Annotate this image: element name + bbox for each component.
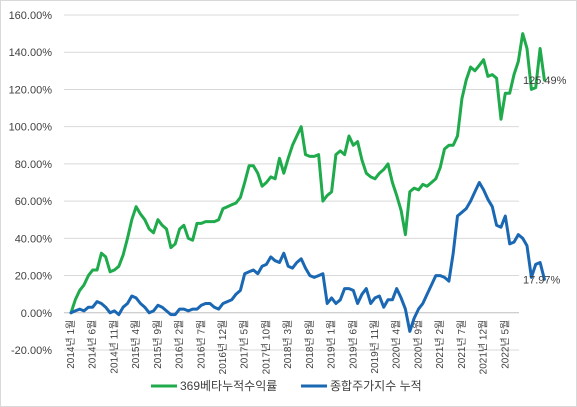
x-tick-label: 2015년 9월 [152, 320, 164, 369]
x-tick-label: 2016년 2월 [174, 320, 186, 369]
y-tick-label: 160.00% [9, 10, 53, 22]
x-tick-label: 2014년 1월 [65, 320, 77, 369]
series-lines [69, 32, 546, 333]
x-tick-label: 2019년 11월 [369, 320, 381, 374]
series-line-369-beta [69, 32, 546, 315]
x-tick-label: 2020년 9월 [412, 320, 424, 369]
y-axis-tick-labels: -20.00% 0.00% 20.00% 40.00% 60.00% 80.00% 100.… [9, 10, 53, 357]
series-end-label: 125.49% [523, 75, 567, 87]
x-tick-label: 2014년 11월 [108, 320, 120, 374]
y-tick-label: 140.00% [9, 47, 53, 59]
legend-item-369-beta[interactable]: 369베타누적수익률 [151, 379, 277, 393]
x-tick-label: 2019년 6월 [347, 320, 359, 369]
x-axis-tick-labels: 2014년 1월 2014년 6월 2014년 11월 2015년 4월 2015년 9… [65, 320, 511, 375]
gridlines [64, 14, 519, 351]
y-tick-label: 40.00% [15, 233, 53, 245]
legend-label: 369베타누적수익률 [180, 379, 277, 393]
x-tick-label: 2018년 8월 [304, 320, 316, 369]
x-tick-label: 2018년 3월 [282, 320, 294, 369]
x-tick-label: 2014년 6월 [87, 320, 99, 369]
series-end-labels: 125.49% 17.97% [523, 75, 567, 286]
x-tick-label: 2021년 7월 [456, 320, 468, 369]
y-tick-label: 100.00% [9, 122, 53, 134]
x-tick-label: 2015년 4월 [130, 320, 142, 369]
x-tick-label: 2017년 5월 [239, 320, 251, 369]
y-tick-label: -20.00% [11, 345, 52, 357]
x-tick-label: 2019년 1월 [326, 320, 338, 369]
series-line-kospi [69, 181, 546, 333]
legend-item-kospi[interactable]: 종합주가지수 누적 [301, 379, 422, 393]
x-tick-label: 2022년 5월 [499, 320, 511, 369]
x-tick-label: 2021년 12월 [478, 320, 490, 375]
x-tick-label: 2020년 4월 [391, 320, 403, 369]
legend-label: 종합주가지수 누적 [330, 379, 422, 393]
y-tick-label: 20.00% [15, 271, 53, 283]
y-tick-label: 80.00% [15, 159, 53, 171]
y-tick-label: 0.00% [21, 308, 52, 320]
x-tick-label: 2021년 2월 [434, 320, 446, 369]
series-end-label: 17.97% [523, 274, 561, 286]
y-tick-label: 120.00% [9, 84, 53, 96]
x-tick-label: 2017년 10월 [260, 320, 272, 375]
x-tick-label: 2016년 12월 [217, 320, 229, 375]
x-tick-label: 2016년 7월 [195, 320, 207, 369]
y-tick-label: 60.00% [15, 196, 53, 208]
legend[interactable]: 369베타누적수익률 종합주가지수 누적 [151, 379, 422, 393]
